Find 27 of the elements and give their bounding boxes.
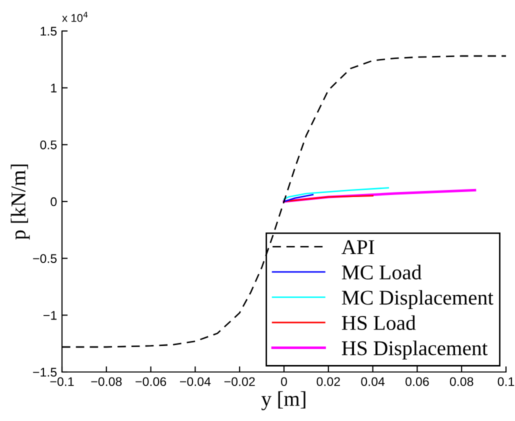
- y-tick-label: −1.5: [33, 368, 57, 377]
- x-tick-label: 0: [281, 377, 287, 386]
- x-tick-label: 0.1: [498, 377, 514, 386]
- y-tick-label: 1.5: [40, 26, 57, 36]
- legend-label: API: [342, 240, 374, 254]
- y-tick-label: 0.5: [40, 140, 57, 150]
- text: x 10$^{4}$: [62, 12, 88, 22]
- x-tick-label: −0.1: [50, 377, 74, 386]
- x-tick-label: 0.02: [316, 377, 340, 386]
- y-tick-label: 0: [50, 197, 57, 206]
- x-axis-title: y [m]: [261, 391, 306, 410]
- y-tick-label: 1: [51, 84, 57, 92]
- legend-label: MC Load: [342, 264, 422, 280]
- legend-label: MC Displacement: [342, 290, 494, 309]
- y-tick-label: −1: [44, 311, 57, 320]
- x-tick-label: −0.08: [91, 377, 122, 386]
- y-tick-label: −0.5: [33, 254, 57, 263]
- x-tick-label: 0.06: [406, 377, 429, 386]
- legend-label: HS Displacement: [342, 340, 488, 360]
- x-tick-label: −0.02: [224, 377, 255, 386]
- legend-label: HS Load: [342, 315, 416, 330]
- x-tick-label: −0.06: [136, 377, 166, 386]
- y-axis-title: p [kN/m]: [10, 164, 30, 240]
- x-tick-label: −0.04: [180, 377, 211, 386]
- x-tick-label: 0.08: [450, 377, 474, 386]
- line-series: [283, 187, 390, 200]
- x-tick-label: 0.04: [361, 377, 385, 386]
